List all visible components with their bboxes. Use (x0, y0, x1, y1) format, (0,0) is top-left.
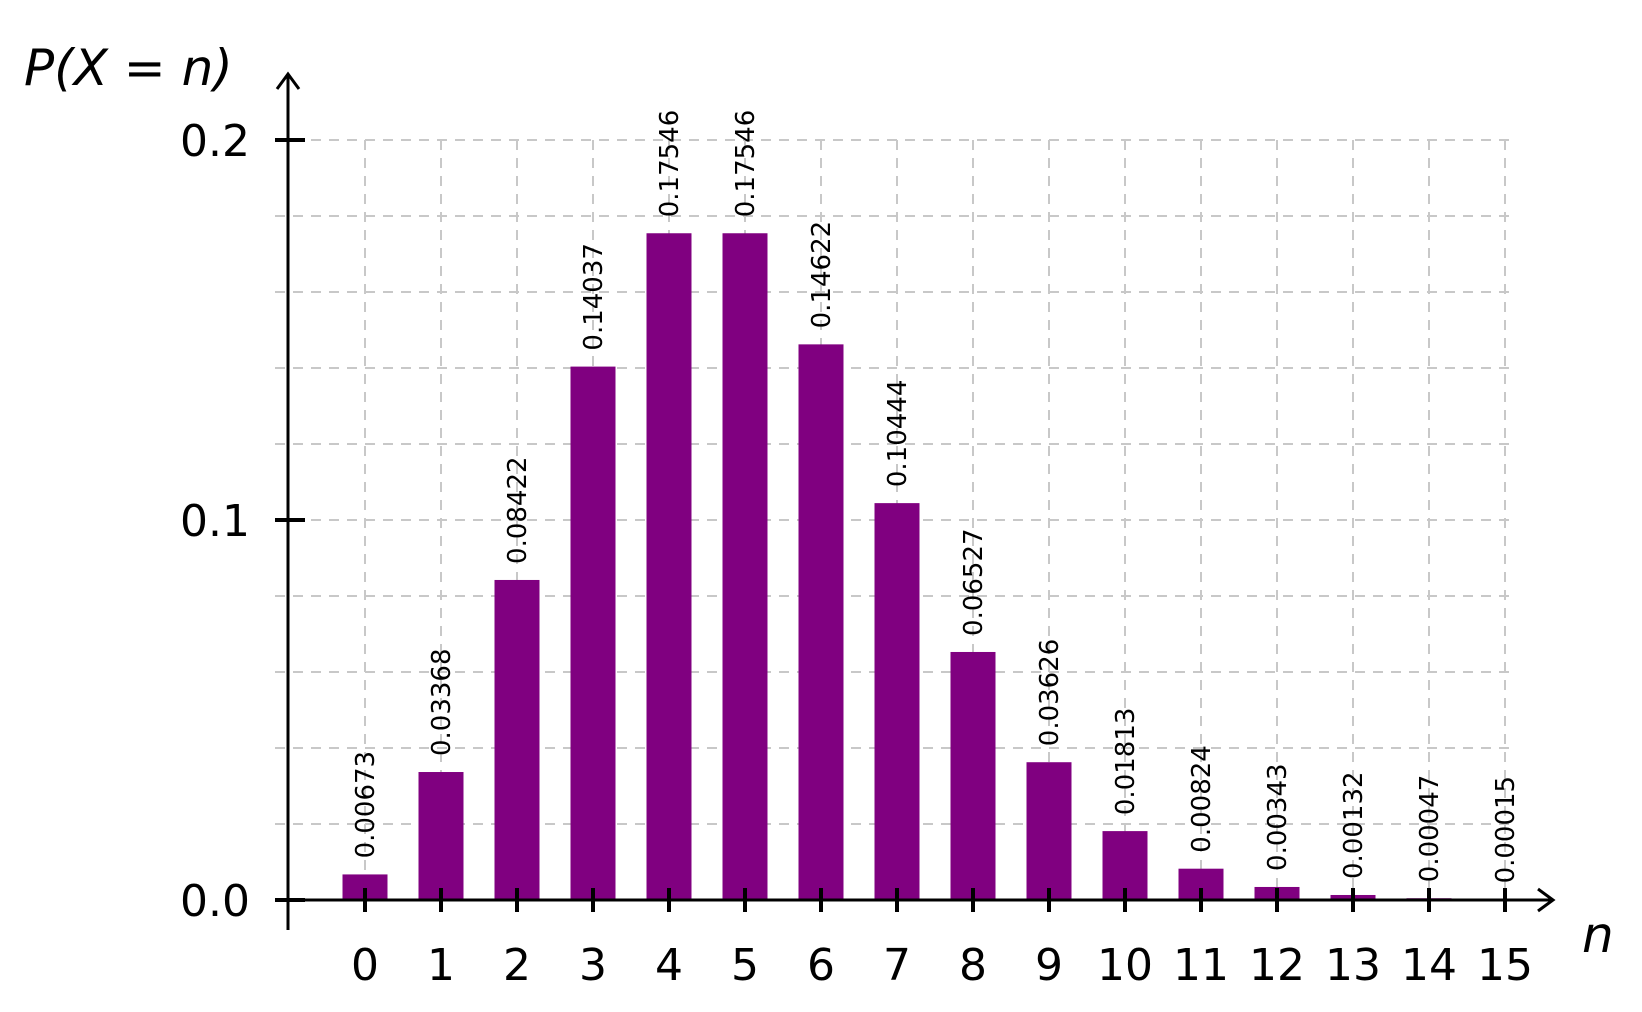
bar-4 (646, 233, 692, 900)
data-label: 0.03368 (427, 648, 457, 756)
x-tick-label: 4 (655, 940, 683, 991)
data-label: 0.14037 (579, 243, 609, 351)
data-label: 0.01813 (1111, 708, 1141, 816)
x-tick-label: 5 (731, 940, 759, 991)
bar-9 (1026, 762, 1072, 900)
x-axis-arrow (1537, 887, 1556, 913)
x-tick-label: 13 (1325, 940, 1381, 991)
x-tick-label: 10 (1097, 940, 1153, 991)
y-axis-arrow (275, 71, 301, 90)
x-tick-label: 2 (503, 940, 531, 991)
y-axis-title: P(X = n) (24, 39, 233, 97)
x-tick-label: 3 (579, 940, 607, 991)
data-label: 0.08422 (503, 456, 533, 564)
x-axis-title: n (1582, 906, 1614, 964)
axes (275, 71, 1556, 930)
y-tick-label: 0.1 (180, 496, 250, 547)
bar-5 (722, 233, 768, 900)
x-tick-label: 11 (1173, 940, 1229, 991)
data-label: 0.17546 (655, 110, 685, 218)
x-tick-label: 12 (1249, 940, 1305, 991)
bar-6 (798, 344, 844, 900)
data-labels: 0.00673 0.03368 0.08422 0.14037 0.17546 0.175… (351, 110, 1521, 884)
data-label: 0.00824 (1187, 745, 1217, 853)
data-label: 0.00343 (1263, 763, 1293, 871)
data-label: 0.00047 (1415, 775, 1445, 883)
x-tick-label: 8 (959, 940, 987, 991)
y-tick-label: 0.2 (180, 116, 250, 167)
bar-1 (418, 772, 464, 900)
bar-7 (874, 503, 920, 900)
x-tick-label: 0 (351, 940, 379, 991)
data-label: 0.00015 (1491, 776, 1521, 884)
data-label: 0.17546 (731, 110, 761, 218)
data-label: 0.03626 (1035, 639, 1065, 747)
data-label: 0.10444 (883, 380, 913, 488)
bar-3 (570, 366, 616, 900)
x-ticks: 0 1 2 3 4 5 6 7 8 9 10 11 12 13 14 15 (351, 888, 1533, 991)
y-ticks: 0.0 0.1 0.2 (180, 116, 305, 927)
x-tick-label: 14 (1401, 940, 1457, 991)
data-label: 0.06527 (959, 528, 989, 636)
x-tick-label: 9 (1035, 940, 1063, 991)
bar-2 (494, 579, 540, 900)
bar-8 (950, 651, 996, 900)
data-label: 0.14622 (807, 221, 837, 329)
data-label: 0.00673 (351, 751, 381, 859)
y-tick-label: 0.0 (180, 876, 250, 927)
bars (342, 233, 1528, 900)
x-tick-label: 6 (807, 940, 835, 991)
x-tick-label: 1 (427, 940, 455, 991)
x-tick-label: 7 (883, 940, 911, 991)
data-label: 0.00132 (1339, 771, 1369, 879)
x-tick-label: 15 (1477, 940, 1533, 991)
